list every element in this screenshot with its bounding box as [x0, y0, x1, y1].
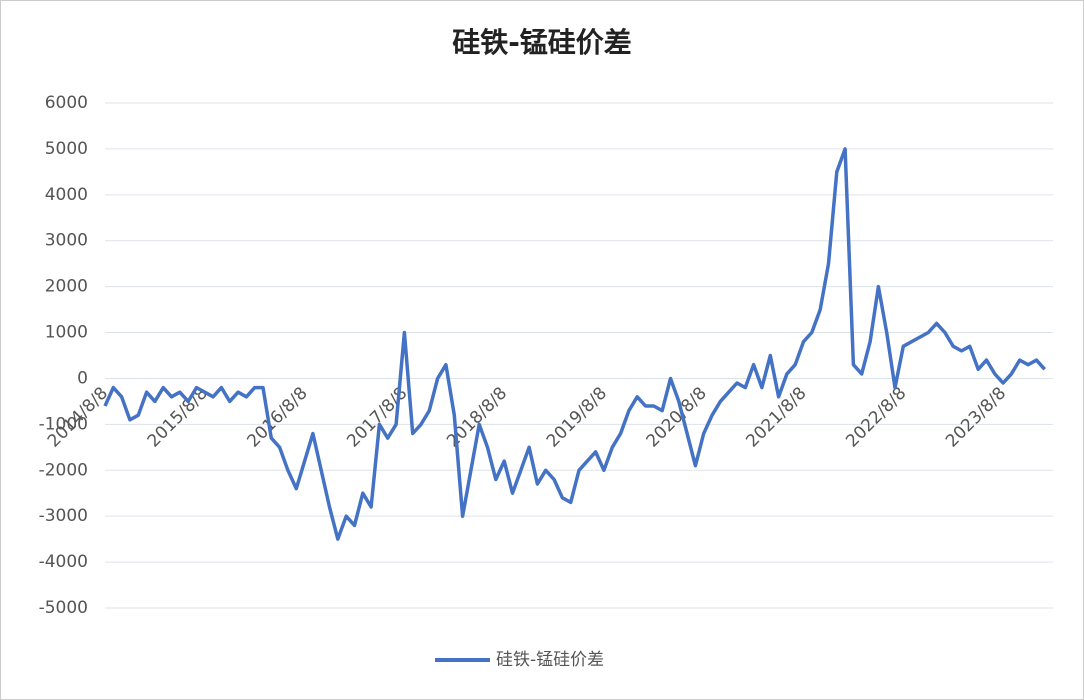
y-tick-label: -3000 — [39, 506, 88, 526]
chart-title: 硅铁-锰硅价差 — [452, 26, 632, 59]
y-tick-label: -4000 — [39, 552, 88, 572]
y-tick-label: 6000 — [45, 93, 88, 113]
y-tick-label: 5000 — [45, 139, 88, 159]
y-tick-label: 2000 — [45, 277, 88, 297]
data-line — [103, 147, 1046, 541]
y-tick-label: -1000 — [39, 414, 88, 434]
y-tick-label: -5000 — [39, 598, 88, 618]
legend-label: 硅铁-锰硅价差 — [496, 650, 604, 670]
y-tick-label: -2000 — [39, 460, 88, 480]
y-tick-label: 4000 — [45, 185, 88, 205]
y-tick-label: 0 — [77, 368, 88, 388]
y-tick-label: 3000 — [45, 231, 88, 251]
y-tick-label: 1000 — [45, 323, 88, 343]
